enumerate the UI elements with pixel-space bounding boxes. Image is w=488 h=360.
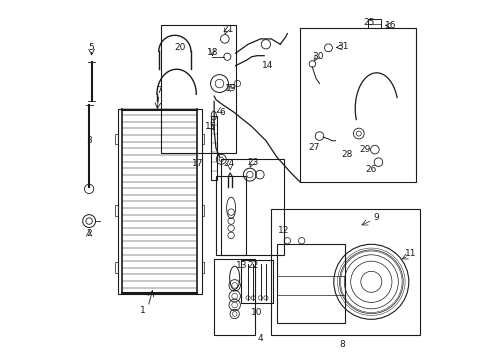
Bar [221, 158, 283, 255]
Text: 15: 15 [204, 122, 216, 131]
Text: 9: 9 [373, 213, 379, 222]
Text: 24: 24 [223, 159, 234, 168]
Bar [115, 134, 118, 144]
Text: 7: 7 [156, 86, 162, 95]
Text: 10: 10 [251, 308, 262, 317]
Text: 31: 31 [336, 42, 348, 51]
Text: 22: 22 [246, 261, 258, 270]
Bar [115, 205, 118, 216]
Bar [271, 208, 419, 336]
Text: 16: 16 [385, 21, 396, 30]
Text: 19: 19 [224, 84, 236, 93]
Bar [299, 28, 415, 182]
Text: 1: 1 [140, 306, 145, 315]
Text: 18: 18 [206, 48, 218, 57]
Bar [367, 19, 381, 28]
Bar [210, 116, 217, 180]
Text: 26: 26 [365, 165, 376, 174]
Text: 8: 8 [338, 340, 344, 349]
Text: 6: 6 [220, 108, 225, 117]
Bar [160, 24, 235, 153]
Text: 28: 28 [341, 150, 352, 159]
Text: 30: 30 [311, 52, 323, 61]
Text: 3: 3 [86, 136, 92, 145]
Bar [201, 205, 204, 216]
Text: 20: 20 [174, 43, 185, 52]
Bar [214, 258, 255, 336]
Text: 25: 25 [363, 18, 374, 27]
Bar [201, 134, 204, 144]
Text: 21: 21 [222, 26, 234, 35]
Text: 13: 13 [236, 261, 247, 270]
Text: 11: 11 [404, 249, 415, 258]
Text: 27: 27 [308, 143, 319, 152]
Text: 12: 12 [278, 225, 289, 234]
Text: 5: 5 [88, 43, 94, 52]
Text: 23: 23 [247, 158, 259, 167]
Bar [216, 176, 246, 255]
Bar [276, 244, 344, 323]
Text: 17: 17 [192, 159, 203, 168]
Text: 4: 4 [257, 334, 263, 343]
Bar [118, 109, 201, 294]
Text: 14: 14 [262, 61, 273, 70]
Bar [201, 262, 204, 273]
Text: 29: 29 [359, 145, 370, 154]
Bar [241, 260, 272, 303]
Text: 2: 2 [86, 229, 92, 238]
Bar [115, 262, 118, 273]
